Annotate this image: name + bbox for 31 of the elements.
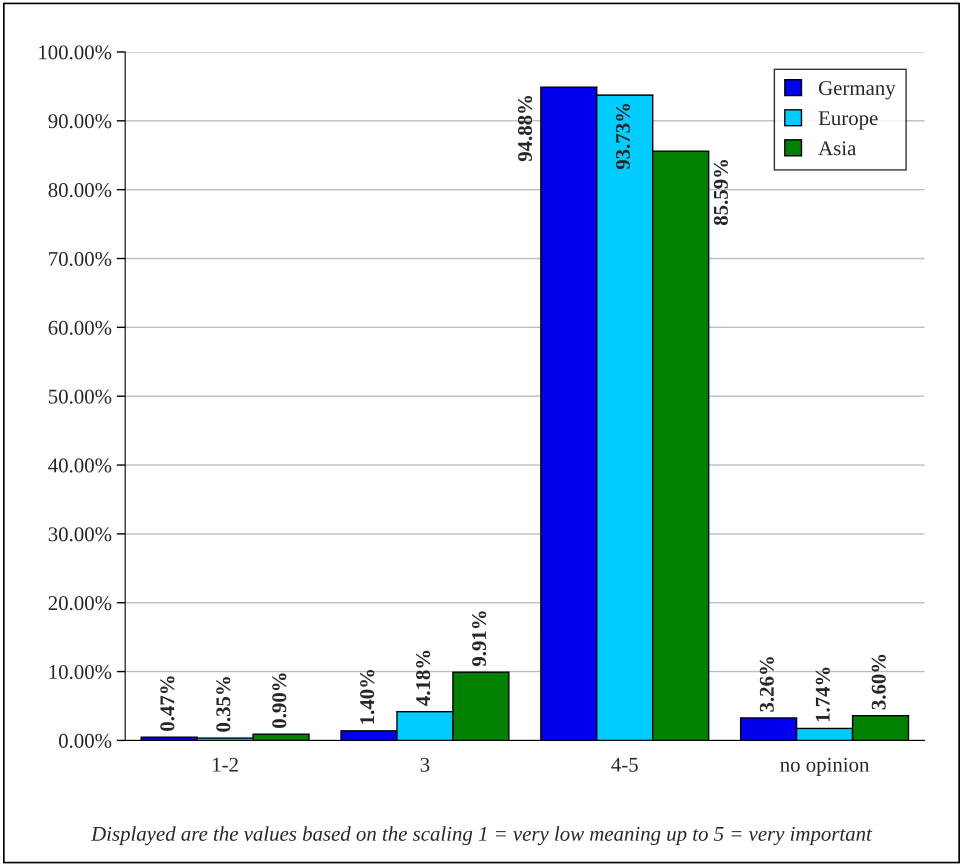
data-label: 1.74% <box>816 668 830 722</box>
x-tick-label: 1-2 <box>213 758 238 772</box>
data-label: 3.26% <box>760 657 774 712</box>
y-tick-label: 100.00% <box>39 45 112 60</box>
y-tick-label: 30.00% <box>48 527 112 542</box>
y-tick-label: 80.00% <box>48 183 112 198</box>
y-tick-label: 0.00% <box>58 734 112 748</box>
legend-label: Asia <box>818 141 856 156</box>
data-label: 0.35% <box>216 677 230 732</box>
legend-label: Europe <box>818 111 878 130</box>
data-label: 93.73% <box>616 104 630 170</box>
text: Displayed are the values based on the scaling 1 = very low meaning up to 5 = very important <box>90 826 872 846</box>
data-label: 9.91% <box>472 611 486 666</box>
y-tick-label: 90.00% <box>48 114 112 128</box>
x-tick-label: 3 <box>420 758 430 772</box>
y-tick-label: 20.00% <box>48 596 112 610</box>
data-label: 4.18% <box>416 650 430 706</box>
y-tick-label: 40.00% <box>48 458 112 473</box>
data-label: 85.59% <box>714 160 728 226</box>
x-tick-label: 4-5 <box>611 758 638 772</box>
data-label: 0.90% <box>272 673 286 728</box>
data-label: 94.88% <box>518 96 532 162</box>
y-tick-label: 60.00% <box>48 320 112 335</box>
legend-label: Germany <box>818 81 896 100</box>
data-label: 0.47% <box>160 676 174 731</box>
y-tick-label: 10.00% <box>50 664 112 680</box>
data-label: 1.40% <box>360 670 374 724</box>
x-tick-label: no opinion <box>780 758 870 776</box>
data-label: 3.60% <box>872 654 886 710</box>
y-tick-label: 70.00% <box>49 252 112 266</box>
y-tick-label: 50.00% <box>48 390 112 404</box>
